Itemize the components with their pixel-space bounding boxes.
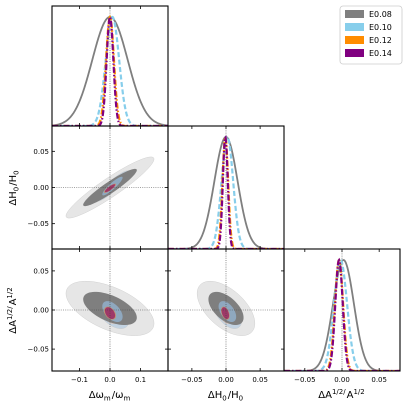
marginal-curve-E0.10 [52, 15, 168, 126]
x-tick-label: −0.05 [181, 376, 202, 384]
y-tick-label: 0.05 [33, 267, 49, 275]
contour-layer [65, 156, 256, 336]
legend-swatch-E0.10 [345, 23, 364, 31]
y-tick-label: 0.05 [33, 148, 49, 156]
legend-swatch-E0.14 [345, 49, 364, 57]
y-axis-label-H0: ΔH0 /H0 [8, 169, 21, 205]
legend-swatch-E0.12 [345, 36, 364, 44]
y-tick-label: 0.00 [33, 184, 49, 192]
frame-layer [51, 5, 401, 372]
label-layer: −0.1 0.0 0.1 −0.05 0.00 0.05 −0.05 0.00 0.05 −0.0… [6, 148, 387, 403]
legend-label-E0.10: E0.10 [369, 23, 392, 32]
y-tick-label: −0.05 [28, 220, 49, 228]
marginal-panel-omega_m [52, 14, 168, 126]
x-tick-label: −0.1 [71, 376, 88, 384]
x-tick-label: 0.05 [252, 376, 268, 384]
marginal-curve-E0.10 [284, 258, 400, 371]
x-tick-label: 0.0 [104, 376, 115, 384]
x-axis-label-H0: ΔH0 /H0 [208, 390, 244, 403]
x-tick-label: 0.05 [371, 376, 387, 384]
y-tick-label: 0.00 [33, 307, 49, 315]
x-tick-label: 0.00 [218, 376, 234, 384]
y-axis-label-A_half: ΔA1/2/ A1/2 [6, 286, 19, 333]
legend-label-E0.12: E0.12 [369, 36, 392, 45]
legend-label-E0.14: E0.14 [369, 49, 392, 58]
y-tick-label: −0.05 [28, 346, 49, 354]
marginal-curve-E0.12 [52, 14, 168, 126]
x-tick-label: 0.00 [334, 376, 350, 384]
x-axis-label-omega_m: Δωm /ωm [89, 390, 132, 403]
legend: E0.08 E0.10 E0.12 E0.14 [339, 5, 403, 65]
marginal-curve-E0.14 [284, 257, 400, 371]
legend-label-E0.08: E0.08 [369, 10, 392, 19]
legend-swatch-E0.08 [345, 10, 364, 18]
x-tick-label: 0.1 [135, 376, 146, 384]
x-tick-label: −0.05 [294, 376, 315, 384]
x-axis-label-A_half: ΔA1/2/ A1/2 [318, 388, 365, 401]
curve-layer [52, 14, 400, 371]
marginal-curve-E0.14 [168, 135, 284, 249]
